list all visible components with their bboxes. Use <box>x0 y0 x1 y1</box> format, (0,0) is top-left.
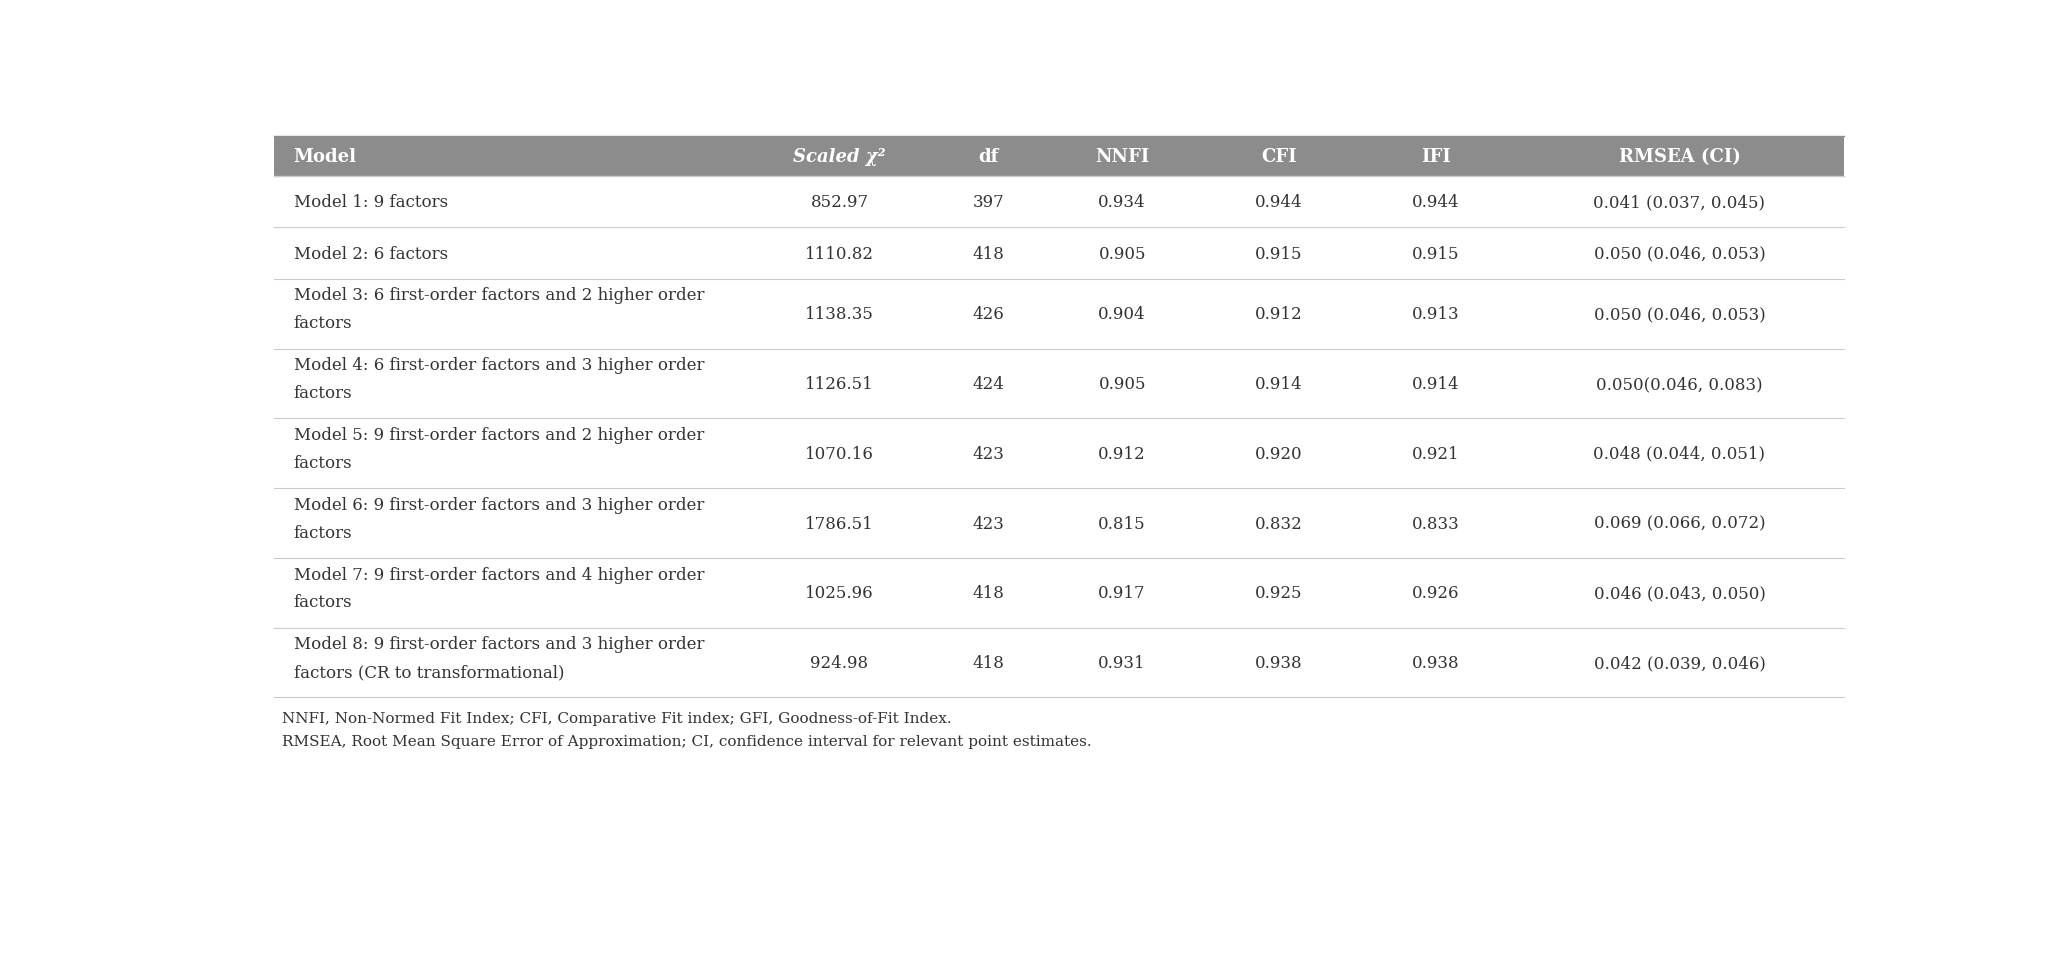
Text: NNFI: NNFI <box>1096 148 1149 166</box>
Text: factors (CR to transformational): factors (CR to transformational) <box>294 663 564 680</box>
Text: Model 5: 9 first-order factors and 2 higher order: Model 5: 9 first-order factors and 2 hig… <box>294 427 705 443</box>
Text: 418: 418 <box>974 655 1005 671</box>
Text: NNFI, Non-Normed Fit Index; CFI, Comparative Fit index; GFI, Goodness-of-Fit Ind: NNFI, Non-Normed Fit Index; CFI, Compara… <box>283 711 953 725</box>
Text: 1138.35: 1138.35 <box>806 306 874 323</box>
Text: 0.905: 0.905 <box>1098 375 1145 393</box>
Bar <box>275 349 1844 419</box>
Text: 0.046 (0.043, 0.050): 0.046 (0.043, 0.050) <box>1594 585 1765 601</box>
Text: 0.925: 0.925 <box>1255 585 1302 601</box>
Text: 423: 423 <box>974 445 1005 462</box>
Text: 0.050(0.046, 0.083): 0.050(0.046, 0.083) <box>1596 375 1763 393</box>
Text: Model 8: 9 first-order factors and 3 higher order: Model 8: 9 first-order factors and 3 hig… <box>294 636 705 653</box>
Text: 0.915: 0.915 <box>1412 245 1459 262</box>
Text: 0.914: 0.914 <box>1412 375 1459 393</box>
Text: 426: 426 <box>974 306 1005 323</box>
Text: 0.048 (0.044, 0.051): 0.048 (0.044, 0.051) <box>1594 445 1765 462</box>
Text: 424: 424 <box>974 375 1005 393</box>
Text: 418: 418 <box>974 585 1005 601</box>
Text: factors: factors <box>294 455 351 472</box>
Text: 418: 418 <box>974 245 1005 262</box>
Text: Model 4: 6 first-order factors and 3 higher order: Model 4: 6 first-order factors and 3 hig… <box>294 356 705 374</box>
Text: 0.050 (0.046, 0.053): 0.050 (0.046, 0.053) <box>1594 245 1765 262</box>
Text: 0.912: 0.912 <box>1255 306 1302 323</box>
Text: 397: 397 <box>974 193 1005 211</box>
Text: 1070.16: 1070.16 <box>806 445 874 462</box>
Text: 0.904: 0.904 <box>1098 306 1145 323</box>
Text: 0.041 (0.037, 0.045): 0.041 (0.037, 0.045) <box>1594 193 1765 211</box>
Text: Scaled χ²: Scaled χ² <box>794 148 887 166</box>
Text: CFI: CFI <box>1261 148 1296 166</box>
Text: Model 1: 9 factors: Model 1: 9 factors <box>294 193 449 211</box>
Text: 0.926: 0.926 <box>1412 585 1459 601</box>
Text: RMSEA, Root Mean Square Error of Approximation; CI, confidence interval for rele: RMSEA, Root Mean Square Error of Approxi… <box>283 735 1091 748</box>
Text: 0.069 (0.066, 0.072): 0.069 (0.066, 0.072) <box>1594 515 1765 532</box>
Text: Model: Model <box>294 148 358 166</box>
Text: 924.98: 924.98 <box>810 655 868 671</box>
Text: 0.914: 0.914 <box>1255 375 1302 393</box>
Text: 0.815: 0.815 <box>1098 515 1145 532</box>
Text: RMSEA (CI): RMSEA (CI) <box>1618 148 1740 166</box>
Text: 0.833: 0.833 <box>1412 515 1459 532</box>
Bar <box>275 419 1844 489</box>
Bar <box>275 489 1844 558</box>
Text: factors: factors <box>294 315 351 332</box>
Text: IFI: IFI <box>1422 148 1451 166</box>
Bar <box>275 176 1844 228</box>
Bar <box>275 228 1844 279</box>
Text: 0.050 (0.046, 0.053): 0.050 (0.046, 0.053) <box>1594 306 1765 323</box>
Text: 0.934: 0.934 <box>1098 193 1145 211</box>
Text: 852.97: 852.97 <box>810 193 868 211</box>
Bar <box>275 136 1844 176</box>
Text: 0.042 (0.039, 0.046): 0.042 (0.039, 0.046) <box>1594 655 1765 671</box>
Text: 0.921: 0.921 <box>1412 445 1459 462</box>
Text: 0.912: 0.912 <box>1098 445 1145 462</box>
Text: 0.832: 0.832 <box>1255 515 1302 532</box>
Text: Model 3: 6 first-order factors and 2 higher order: Model 3: 6 first-order factors and 2 hig… <box>294 287 705 304</box>
Bar <box>275 279 1844 349</box>
Text: 1786.51: 1786.51 <box>806 515 874 532</box>
Text: Model 2: 6 factors: Model 2: 6 factors <box>294 245 449 262</box>
Text: 0.944: 0.944 <box>1255 193 1302 211</box>
Text: 0.938: 0.938 <box>1412 655 1459 671</box>
Text: 1126.51: 1126.51 <box>806 375 874 393</box>
Text: df: df <box>978 148 998 166</box>
Text: 0.931: 0.931 <box>1098 655 1145 671</box>
Text: factors: factors <box>294 594 351 611</box>
Text: 423: 423 <box>974 515 1005 532</box>
Text: 1025.96: 1025.96 <box>806 585 874 601</box>
Text: Model 6: 9 first-order factors and 3 higher order: Model 6: 9 first-order factors and 3 hig… <box>294 497 705 514</box>
Text: factors: factors <box>294 385 351 402</box>
Text: Model 7: 9 first-order factors and 4 higher order: Model 7: 9 first-order factors and 4 hig… <box>294 566 705 583</box>
Text: 0.905: 0.905 <box>1098 245 1145 262</box>
Text: 0.944: 0.944 <box>1412 193 1459 211</box>
Text: 1110.82: 1110.82 <box>804 245 874 262</box>
Text: 0.917: 0.917 <box>1098 585 1145 601</box>
Text: 0.915: 0.915 <box>1255 245 1302 262</box>
Text: factors: factors <box>294 524 351 541</box>
Text: 0.913: 0.913 <box>1412 306 1459 323</box>
Bar <box>275 628 1844 698</box>
Text: 0.938: 0.938 <box>1255 655 1302 671</box>
Text: 0.920: 0.920 <box>1255 445 1302 462</box>
Bar <box>275 558 1844 628</box>
